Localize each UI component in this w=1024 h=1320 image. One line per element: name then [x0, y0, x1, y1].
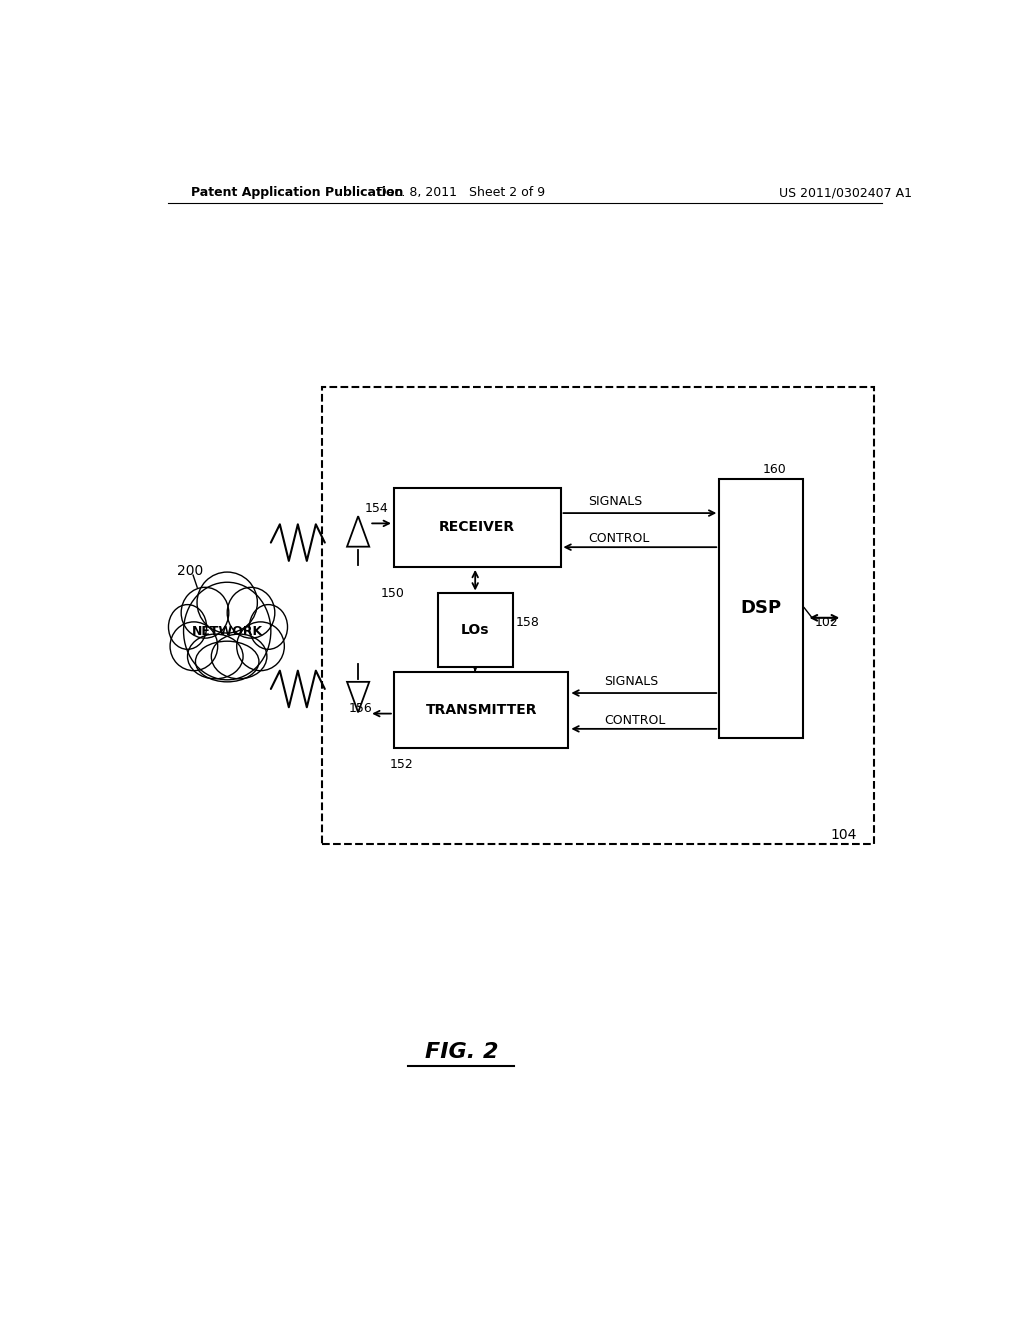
Ellipse shape	[227, 587, 274, 638]
Text: FIG. 2: FIG. 2	[425, 1041, 498, 1061]
Ellipse shape	[237, 622, 285, 671]
Text: TRANSMITTER: TRANSMITTER	[425, 702, 537, 717]
Text: LOs: LOs	[461, 623, 489, 638]
Ellipse shape	[196, 642, 259, 682]
Text: US 2011/0302407 A1: US 2011/0302407 A1	[778, 186, 911, 199]
Ellipse shape	[170, 622, 218, 671]
Ellipse shape	[250, 605, 288, 649]
Ellipse shape	[181, 587, 228, 638]
Text: RECEIVER: RECEIVER	[439, 520, 515, 535]
Text: CONTROL: CONTROL	[604, 714, 666, 727]
Text: 152: 152	[390, 758, 414, 771]
Ellipse shape	[183, 582, 270, 680]
Text: 200: 200	[177, 564, 204, 578]
Text: CONTROL: CONTROL	[588, 532, 649, 545]
Bar	[719, 479, 803, 738]
Text: Patent Application Publication: Patent Application Publication	[191, 186, 403, 199]
Bar	[323, 387, 874, 845]
Ellipse shape	[187, 634, 243, 678]
Text: Dec. 8, 2011   Sheet 2 of 9: Dec. 8, 2011 Sheet 2 of 9	[377, 186, 546, 199]
Text: 160: 160	[763, 463, 786, 477]
Ellipse shape	[169, 605, 207, 649]
Text: 154: 154	[365, 502, 388, 515]
Bar	[394, 672, 568, 748]
Ellipse shape	[197, 572, 257, 634]
Text: 104: 104	[830, 829, 857, 842]
Bar	[394, 487, 560, 568]
Text: DSP: DSP	[740, 599, 781, 618]
Ellipse shape	[211, 634, 267, 678]
Text: 150: 150	[380, 587, 404, 601]
Text: 158: 158	[515, 616, 540, 628]
Text: SIGNALS: SIGNALS	[604, 675, 658, 688]
Text: 156: 156	[348, 702, 373, 715]
Bar	[437, 594, 513, 667]
Text: 102: 102	[814, 616, 839, 628]
Text: NETWORK: NETWORK	[191, 624, 263, 638]
Text: SIGNALS: SIGNALS	[588, 495, 642, 508]
